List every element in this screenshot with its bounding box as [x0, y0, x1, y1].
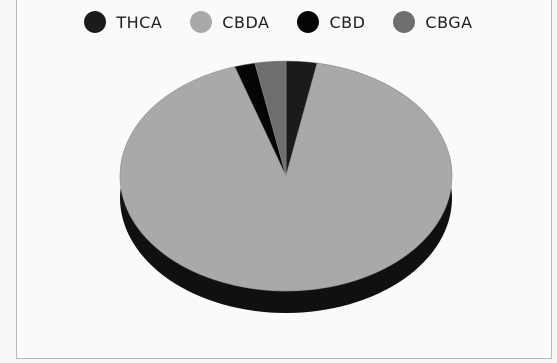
slice-cbda: [119, 62, 453, 292]
pie-slices: [119, 60, 453, 292]
legend-item-cbga: CBGA: [393, 11, 472, 33]
slice-cbga: [254, 60, 287, 177]
legend-item-cbda: CBDA: [190, 11, 269, 33]
legend-item-cbd: CBD: [297, 11, 365, 33]
legend-label-cbga: CBGA: [425, 12, 473, 32]
legend-label-cbda: CBDA: [222, 12, 270, 32]
legend-label-cbd: CBD: [329, 12, 366, 32]
legend-swatch-cbda: [190, 11, 213, 33]
legend-item-thca: THCA: [84, 11, 162, 33]
legend-label-thca: THCA: [116, 12, 163, 32]
chart-legend: THCA CBDA CBD CBGA: [0, 8, 557, 36]
legend-swatch-cbd: [297, 11, 320, 33]
legend-swatch-cbga: [393, 11, 416, 33]
legend-swatch-thca: [84, 11, 107, 33]
